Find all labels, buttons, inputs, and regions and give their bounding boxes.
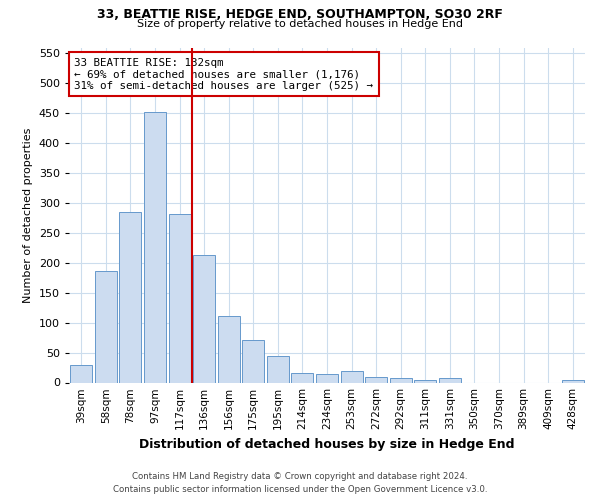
- Bar: [144, 112, 166, 382]
- X-axis label: Distribution of detached houses by size in Hedge End: Distribution of detached houses by size …: [139, 438, 515, 451]
- Bar: [341, 371, 362, 382]
- Bar: [169, 214, 191, 382]
- Bar: [242, 340, 265, 382]
- Bar: [316, 374, 338, 382]
- Text: 33, BEATTIE RISE, HEDGE END, SOUTHAMPTON, SO30 2RF: 33, BEATTIE RISE, HEDGE END, SOUTHAMPTON…: [97, 8, 503, 20]
- Bar: [119, 212, 142, 382]
- Bar: [70, 364, 92, 382]
- Bar: [95, 270, 117, 382]
- Bar: [193, 255, 215, 382]
- Bar: [439, 378, 461, 382]
- Bar: [218, 316, 240, 382]
- Bar: [389, 378, 412, 382]
- Bar: [267, 356, 289, 382]
- Bar: [365, 376, 387, 382]
- Bar: [414, 380, 436, 382]
- Text: Size of property relative to detached houses in Hedge End: Size of property relative to detached ho…: [137, 19, 463, 29]
- Bar: [292, 373, 313, 382]
- Y-axis label: Number of detached properties: Number of detached properties: [23, 128, 33, 302]
- Text: 33 BEATTIE RISE: 132sqm
← 69% of detached houses are smaller (1,176)
31% of semi: 33 BEATTIE RISE: 132sqm ← 69% of detache…: [74, 58, 373, 91]
- Text: Contains HM Land Registry data © Crown copyright and database right 2024.
Contai: Contains HM Land Registry data © Crown c…: [113, 472, 487, 494]
- Bar: [562, 380, 584, 382]
